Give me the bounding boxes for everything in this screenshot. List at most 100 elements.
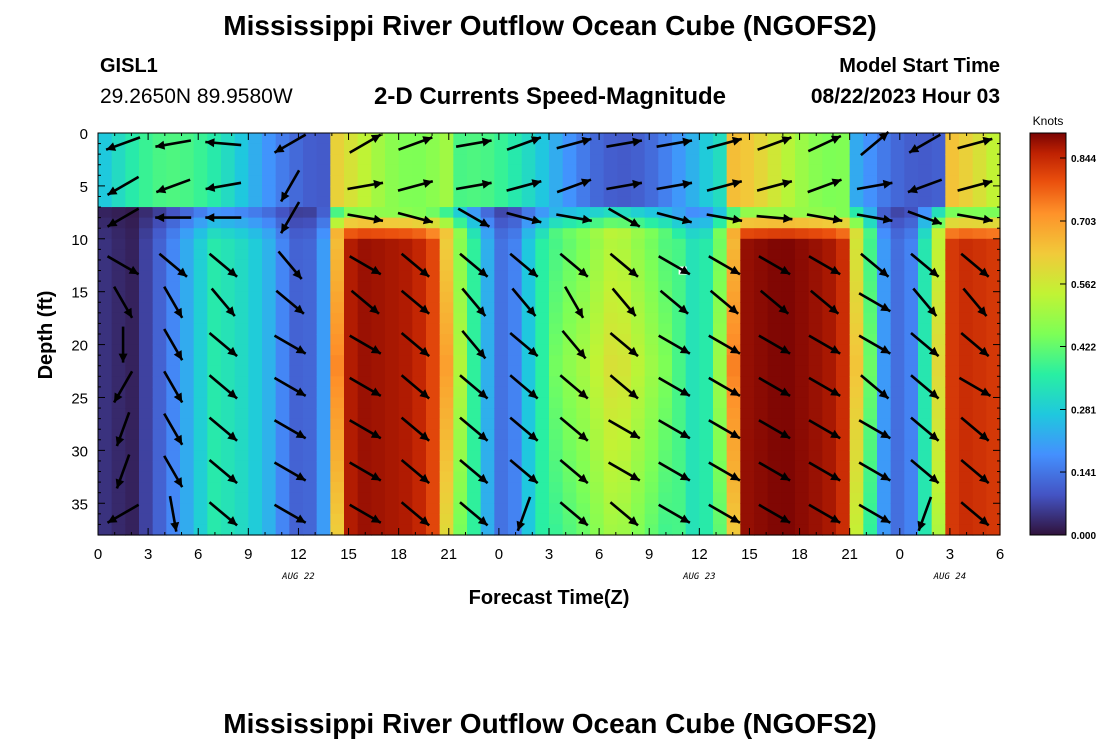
heatmap-cell <box>193 386 208 399</box>
heatmap-cell <box>262 471 277 483</box>
heatmap-cell <box>139 397 154 409</box>
heatmap-cell <box>767 450 782 462</box>
heatmap-cell <box>890 471 905 483</box>
heatmap-cell <box>822 207 837 219</box>
current-arrow <box>860 252 890 278</box>
heatmap-cell <box>781 302 796 314</box>
heatmap-cell <box>767 143 782 155</box>
heatmap-cell <box>125 312 140 325</box>
heatmap-cell <box>822 460 837 473</box>
heatmap-cell <box>357 281 372 293</box>
heatmap-cell <box>740 196 755 208</box>
heatmap-cell <box>590 408 605 420</box>
heatmap-cell <box>412 217 427 229</box>
heatmap-cell <box>986 249 1001 261</box>
heatmap-cell <box>357 355 372 367</box>
heatmap-cell <box>180 386 195 399</box>
heatmap-cell <box>740 228 755 240</box>
heatmap-cell <box>685 397 700 409</box>
heatmap-cell <box>330 281 345 293</box>
heatmap-cell <box>849 429 864 441</box>
heatmap-cell <box>808 471 823 483</box>
heatmap-cell <box>972 217 987 229</box>
heatmap-cell <box>644 492 659 504</box>
heatmap-cell <box>385 418 400 430</box>
heatmap-cell <box>808 259 823 272</box>
heatmap-cell <box>234 323 249 335</box>
heatmap-cell <box>986 217 1001 229</box>
heatmap-cell <box>836 228 851 240</box>
heatmap-cell <box>398 450 413 462</box>
x-tick-label: 21 <box>841 546 858 563</box>
heatmap-cell <box>453 492 468 504</box>
heatmap-cell <box>849 175 864 187</box>
heatmap-cell <box>849 207 864 219</box>
heatmap-cell <box>890 323 905 335</box>
heatmap-cell <box>139 439 154 451</box>
heatmap-cell <box>863 217 878 229</box>
current-arrow <box>273 461 307 482</box>
current-arrow <box>163 370 184 404</box>
heatmap-cell <box>631 397 646 409</box>
heatmap-cell <box>166 408 181 420</box>
heatmap-cell <box>672 355 687 367</box>
heatmap-cell <box>221 334 236 346</box>
heatmap-cell <box>863 291 878 303</box>
heatmap-cell <box>836 482 851 494</box>
heatmap-cell <box>754 439 769 451</box>
heatmap-cell <box>849 249 864 261</box>
heatmap-cell <box>795 302 810 314</box>
heatmap-cell <box>111 482 126 494</box>
heatmap-cell <box>234 492 249 504</box>
heatmap-cell <box>193 365 208 377</box>
heatmap-cell <box>139 249 154 261</box>
heatmap-cell <box>931 281 946 293</box>
heatmap-cell <box>398 492 413 504</box>
heatmap-cell <box>398 524 413 536</box>
current-arrow <box>349 461 382 482</box>
heatmap-cell <box>754 312 769 325</box>
heatmap-cell <box>453 281 468 293</box>
heatmap-cell <box>822 471 837 483</box>
heatmap-cell <box>590 259 605 272</box>
heatmap-cell <box>152 164 167 176</box>
heatmap-cell <box>111 259 126 272</box>
heatmap-cell <box>289 154 304 166</box>
current-arrow <box>516 496 532 532</box>
heatmap-cell <box>494 418 509 430</box>
heatmap-cell <box>590 228 605 240</box>
heatmap-cell <box>508 270 523 282</box>
heatmap-cell <box>931 259 946 272</box>
current-arrow <box>758 255 791 276</box>
heatmap-cell <box>644 386 659 399</box>
heatmap-cell <box>371 302 386 314</box>
heatmap-cell <box>426 302 441 314</box>
heatmap-cell <box>139 175 154 187</box>
heatmap-cell <box>535 376 550 388</box>
heatmap-cell <box>412 439 427 451</box>
heatmap-cell <box>521 196 536 208</box>
heatmap-cell <box>98 238 113 250</box>
heatmap-cell <box>931 185 946 198</box>
heatmap-cell <box>467 249 482 261</box>
heatmap-cell <box>781 513 796 526</box>
heatmap-cell <box>248 154 263 166</box>
heatmap-cell <box>836 376 851 388</box>
heatmap-cell <box>234 185 249 198</box>
heatmap-cell <box>549 143 564 155</box>
current-arrow <box>912 287 938 317</box>
heatmap-cell <box>508 249 523 261</box>
heatmap-cell <box>658 291 673 303</box>
heatmap-cell <box>781 376 796 388</box>
heatmap-cell <box>180 408 195 420</box>
heatmap-cell <box>480 302 495 314</box>
heatmap-cell <box>767 355 782 367</box>
heatmap-cell <box>877 334 892 346</box>
current-arrow <box>807 178 842 194</box>
heatmap-cell <box>234 228 249 240</box>
heatmap-cell <box>904 513 919 526</box>
heatmap-cell <box>234 133 249 145</box>
heatmap-cell <box>207 503 222 515</box>
current-arrow <box>611 287 637 317</box>
heatmap-cell <box>863 408 878 420</box>
